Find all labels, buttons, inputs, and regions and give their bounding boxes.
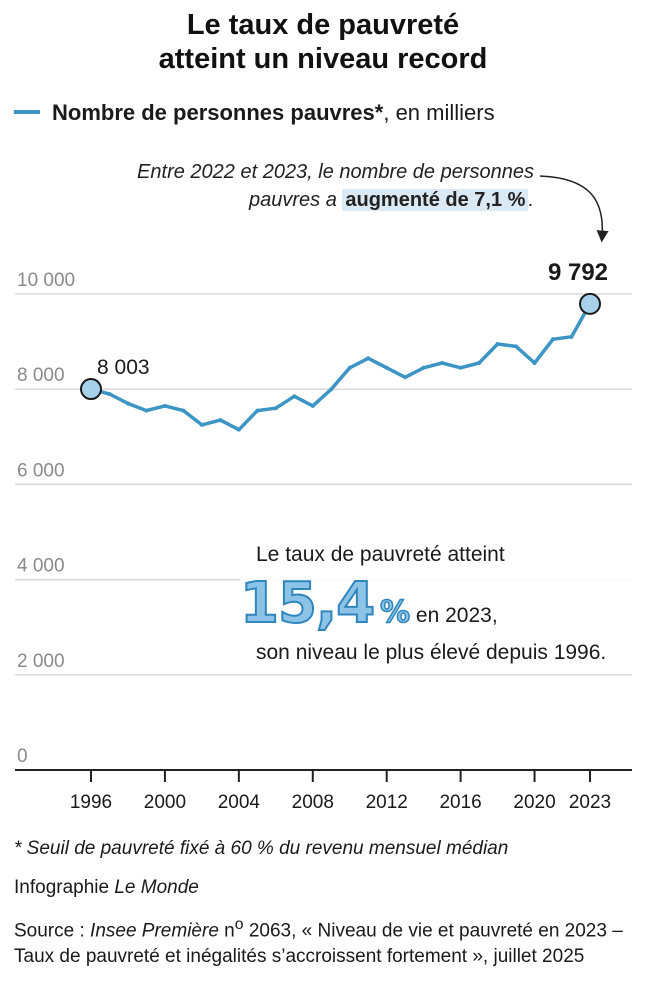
chart-title-line-2: atteint un niveau record xyxy=(158,43,488,75)
x-tick-label: 1996 xyxy=(70,792,112,813)
legend-series-name: Nombre de personnes pauvres* xyxy=(52,100,384,125)
data-point xyxy=(477,361,482,366)
data-point xyxy=(181,408,186,413)
data-point xyxy=(440,361,445,366)
callout-big-value: 15,4 xyxy=(239,570,376,637)
data-point xyxy=(273,406,278,411)
x-tick-label: 2004 xyxy=(218,792,261,813)
data-point xyxy=(218,418,223,423)
data-point xyxy=(162,403,167,408)
data-point xyxy=(125,401,130,406)
legend: Nombre de personnes pauvres*, en millier… xyxy=(14,100,495,126)
x-tick-label: 2012 xyxy=(366,792,408,813)
series-line xyxy=(89,302,592,432)
data-point xyxy=(403,375,408,380)
growth-annotation-suffix: . xyxy=(528,189,534,211)
data-point xyxy=(310,403,315,408)
data-point xyxy=(255,408,260,413)
legend-unit: , en milliers xyxy=(383,100,495,125)
data-point xyxy=(329,387,334,392)
growth-annotation: Entre 2022 et 2023, le nombre de personn… xyxy=(14,158,534,214)
callout-line-1: Le taux de pauvreté atteint xyxy=(256,543,505,566)
data-point xyxy=(384,365,389,370)
source-number-prefix: n xyxy=(218,920,235,942)
source-rest: 2063, « Niveau de vie et pauvreté en 202… xyxy=(14,920,623,968)
annotation-arrow xyxy=(539,175,609,243)
data-point xyxy=(532,361,537,366)
credit-publication: Le Monde xyxy=(114,877,199,898)
data-point xyxy=(551,337,556,342)
x-tick-label: 2008 xyxy=(292,792,334,813)
growth-annotation-prefix: pauvres a xyxy=(248,189,343,211)
data-point xyxy=(236,427,241,432)
data-point xyxy=(514,344,519,349)
x-tick-label: 2000 xyxy=(144,792,186,813)
data-point xyxy=(569,334,574,339)
callout-line-3: son niveau le plus élevé depuis 1996. xyxy=(256,641,607,664)
data-point xyxy=(458,365,463,370)
source-number-sup: o xyxy=(234,916,244,933)
data-point xyxy=(292,394,297,399)
x-tick-label: 2020 xyxy=(513,792,555,813)
callout-percent-sign: % xyxy=(379,595,411,630)
growth-annotation-highlight: augmenté de 7,1 % xyxy=(342,189,529,211)
source: Source : Insee Première no 2063, « Nivea… xyxy=(14,912,640,970)
callout-year-text: en 2023, xyxy=(410,604,498,627)
credit: Infographie Le Monde xyxy=(14,877,199,899)
highlight-marker xyxy=(80,378,102,401)
data-point xyxy=(107,391,112,396)
footnote: * Seuil de pauvreté fixé à 60 % du reven… xyxy=(14,838,509,859)
data-label: 9 792 xyxy=(548,259,608,286)
data-point xyxy=(347,365,352,370)
data-point xyxy=(366,356,371,361)
y-tick-label: 10 000 xyxy=(17,270,75,291)
line-chart: 0 2 000 4 000 6 000 8 000 10 000 1996 2000 2004 2… xyxy=(15,175,632,813)
data-point xyxy=(421,365,426,370)
y-tick-label: 6 000 xyxy=(17,460,65,481)
legend-swatch xyxy=(14,110,40,115)
y-tick-label: 2 000 xyxy=(17,651,65,672)
source-publication: Insee Première xyxy=(90,920,219,942)
chart-title: Le taux de pauvreté atteint un niveau re… xyxy=(0,8,646,76)
data-point xyxy=(144,408,149,413)
chart-title-line-1: Le taux de pauvreté xyxy=(186,9,460,41)
credit-prefix: Infographie xyxy=(14,877,115,898)
x-tick-label: 2023 xyxy=(569,792,611,813)
data-point xyxy=(199,422,204,427)
poverty-rate-callout: Le taux de pauvreté atteint 15,4 % en 20… xyxy=(239,538,640,670)
x-tick-label: 2016 xyxy=(439,792,481,813)
y-tick-label: 4 000 xyxy=(17,556,65,577)
y-tick-label: 8 000 xyxy=(17,365,65,386)
source-prefix: Source : xyxy=(14,920,91,942)
data-label: 8 003 xyxy=(97,356,150,379)
highlight-marker xyxy=(579,292,601,315)
data-point xyxy=(495,341,500,346)
y-tick-label: 0 xyxy=(17,746,28,767)
growth-annotation-line-1: Entre 2022 et 2023, le nombre de personn… xyxy=(137,161,534,183)
